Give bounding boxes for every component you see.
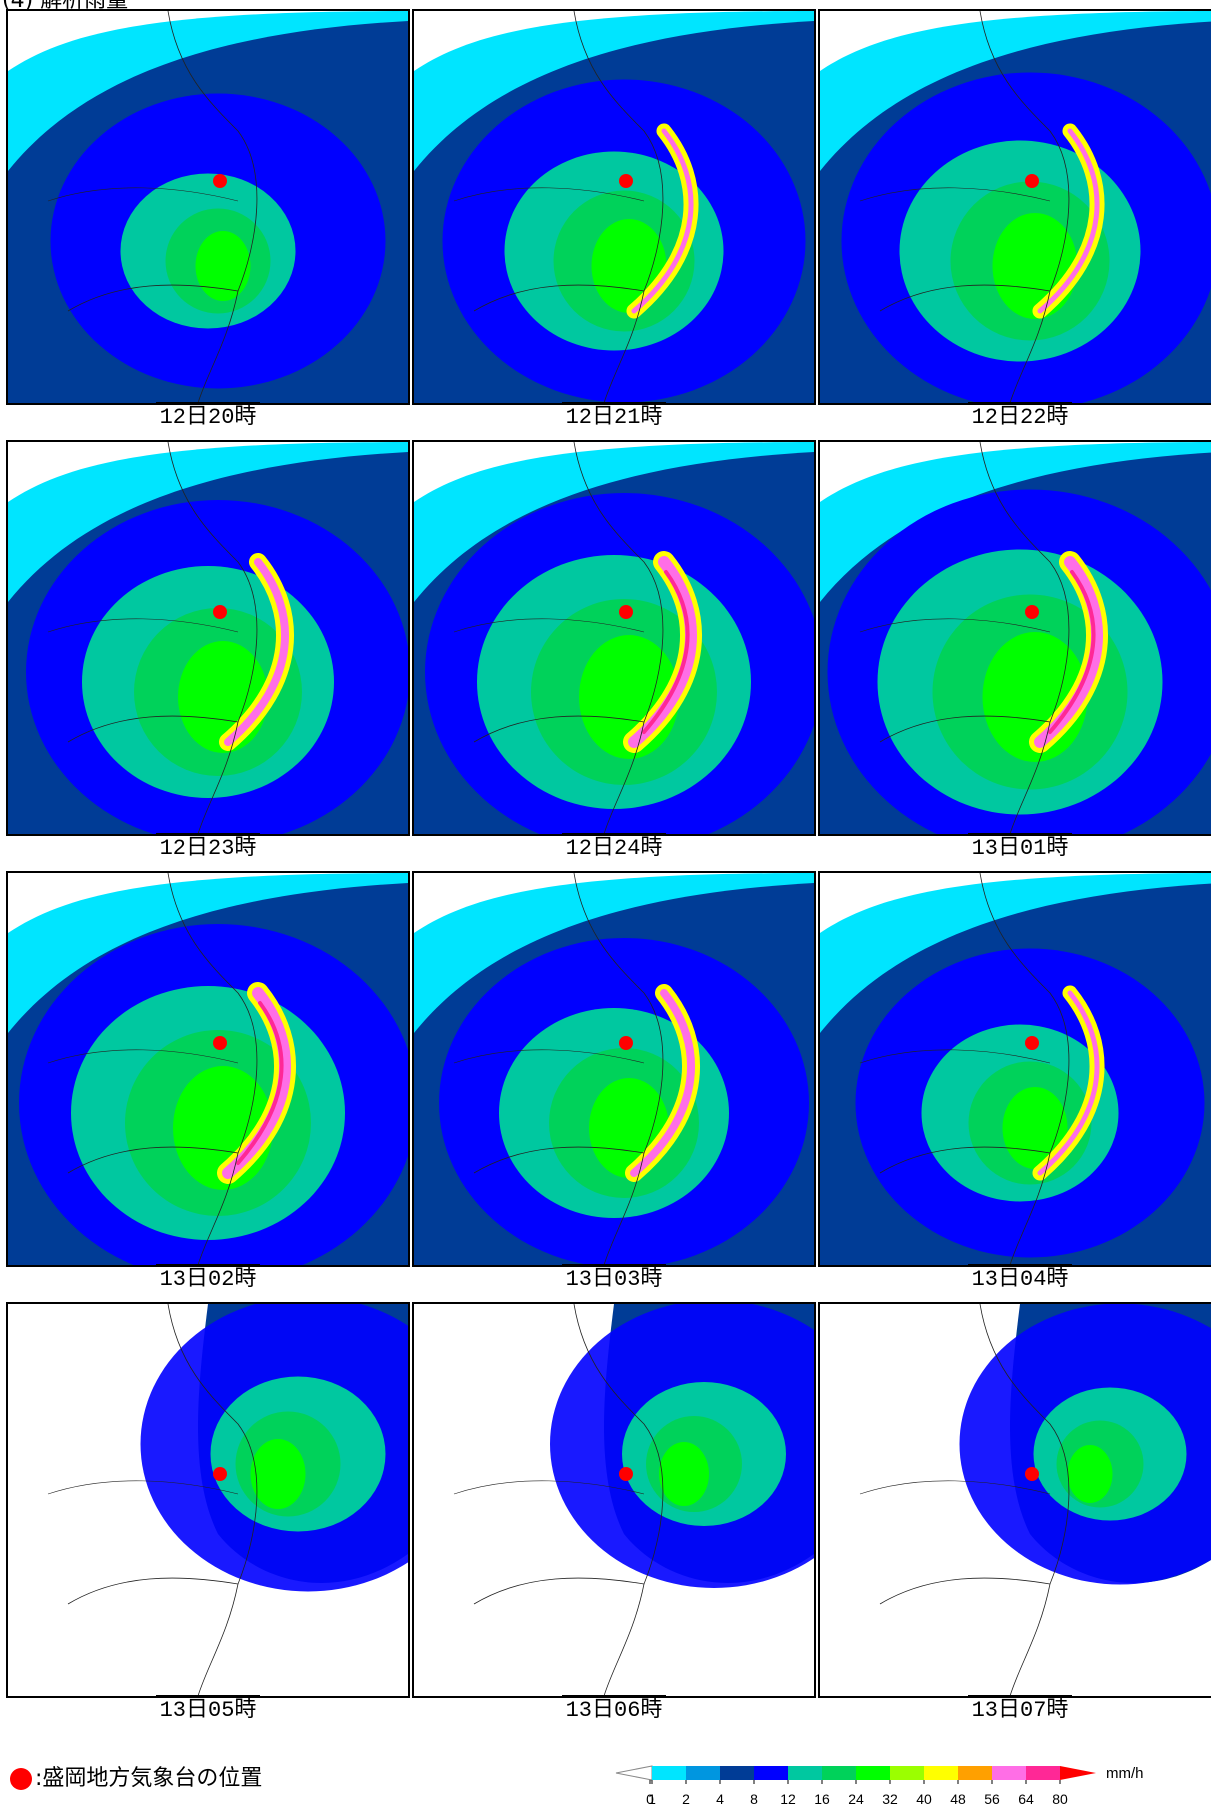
radar-map-panel bbox=[818, 871, 1211, 1267]
colorbar-tick-label: 0 bbox=[646, 1791, 654, 1807]
observatory-marker bbox=[619, 1036, 633, 1050]
radar-map bbox=[8, 873, 408, 1265]
panel-time-label: 12日24時 bbox=[412, 833, 816, 861]
radar-map-panel bbox=[412, 9, 816, 405]
colorbar-tick-label: 80 bbox=[1052, 1791, 1068, 1807]
radar-map-panel bbox=[818, 9, 1211, 405]
observatory-marker bbox=[619, 605, 633, 619]
radar-map-panel bbox=[6, 440, 410, 836]
observatory-marker-icon bbox=[10, 1768, 32, 1790]
colorbar-tick-label: 4 bbox=[716, 1791, 724, 1807]
panel-time-label: 13日07時 bbox=[818, 1695, 1211, 1723]
radar-map bbox=[414, 11, 814, 403]
panel-time-label: 13日01時 bbox=[818, 833, 1211, 861]
colorbar-segment bbox=[652, 1766, 686, 1780]
colorbar-tick-label: 8 bbox=[750, 1791, 758, 1807]
radar-map-panel bbox=[412, 440, 816, 836]
observatory-marker bbox=[213, 605, 227, 619]
colorbar-tick-label: 40 bbox=[916, 1791, 932, 1807]
colorbar-tick-label: 24 bbox=[848, 1791, 864, 1807]
colorbar-segment bbox=[958, 1766, 992, 1780]
observatory-marker bbox=[213, 1036, 227, 1050]
colorbar-tick-label: 64 bbox=[1018, 1791, 1034, 1807]
radar-map bbox=[414, 442, 814, 834]
colorbar-segment bbox=[890, 1766, 924, 1780]
observatory-legend: :盛岡地方気象台の位置 bbox=[10, 1766, 262, 1792]
page-title: (4) 解析雨量 bbox=[2, 0, 129, 13]
colorbar-low-arrow bbox=[615, 1765, 653, 1781]
panel-time-label: 12日21時 bbox=[412, 402, 816, 430]
radar-map bbox=[820, 442, 1211, 834]
radar-map bbox=[820, 11, 1211, 403]
radar-map bbox=[820, 873, 1211, 1265]
observatory-marker bbox=[619, 174, 633, 188]
colorbar-tick-label: 48 bbox=[950, 1791, 966, 1807]
radar-map bbox=[8, 1304, 408, 1696]
observatory-marker bbox=[1025, 1036, 1039, 1050]
radar-map bbox=[414, 1304, 814, 1696]
colorbar-high-arrow bbox=[1060, 1766, 1096, 1780]
colorbar-segment bbox=[924, 1766, 958, 1780]
radar-map-panel bbox=[818, 1302, 1211, 1698]
colorbar-segment bbox=[788, 1766, 822, 1780]
colorbar-tick-label: 2 bbox=[682, 1791, 690, 1807]
colorbar-segment bbox=[754, 1766, 788, 1780]
colorbar-tick-label: 1 bbox=[648, 1791, 656, 1807]
panel-time-label: 12日22時 bbox=[818, 402, 1211, 430]
observatory-marker bbox=[213, 174, 227, 188]
observatory-marker bbox=[1025, 1467, 1039, 1481]
observatory-legend-label: :盛岡地方気象台の位置 bbox=[35, 1766, 263, 1791]
observatory-marker bbox=[619, 1467, 633, 1481]
panel-time-label: 12日23時 bbox=[6, 833, 410, 861]
radar-map-panel bbox=[6, 871, 410, 1267]
radar-map-panel bbox=[6, 9, 410, 405]
colorbar-tick-label: 56 bbox=[984, 1791, 1000, 1807]
panel-time-label: 13日06時 bbox=[412, 1695, 816, 1723]
radar-map-panel bbox=[412, 871, 816, 1267]
panel-time-label: 12日20時 bbox=[6, 402, 410, 430]
observatory-marker bbox=[1025, 174, 1039, 188]
observatory-marker bbox=[213, 1467, 227, 1481]
observatory-marker bbox=[1025, 605, 1039, 619]
radar-map bbox=[414, 873, 814, 1265]
colorbar-tick-label: 16 bbox=[814, 1791, 830, 1807]
colorbar-tick-label: 32 bbox=[882, 1791, 898, 1807]
panel-time-label: 13日02時 bbox=[6, 1264, 410, 1292]
panel-time-label: 13日05時 bbox=[6, 1695, 410, 1723]
colorbar-unit-label: mm/h bbox=[1106, 1765, 1144, 1782]
colorbar-segment bbox=[822, 1766, 856, 1780]
colorbar-tick-label: 12 bbox=[780, 1791, 796, 1807]
radar-map-panel bbox=[818, 440, 1211, 836]
colorbar-segment bbox=[992, 1766, 1026, 1780]
colorbar-segment bbox=[720, 1766, 754, 1780]
radar-map-panel bbox=[6, 1302, 410, 1698]
radar-map bbox=[820, 1304, 1211, 1696]
radar-map bbox=[8, 11, 408, 403]
radar-map-panel bbox=[412, 1302, 816, 1698]
colorbar-segment bbox=[1026, 1766, 1060, 1780]
colorbar-segment bbox=[686, 1766, 720, 1780]
radar-map bbox=[8, 442, 408, 834]
colorbar-segment bbox=[856, 1766, 890, 1780]
panel-time-label: 13日04時 bbox=[818, 1264, 1211, 1292]
panel-time-label: 13日03時 bbox=[412, 1264, 816, 1292]
